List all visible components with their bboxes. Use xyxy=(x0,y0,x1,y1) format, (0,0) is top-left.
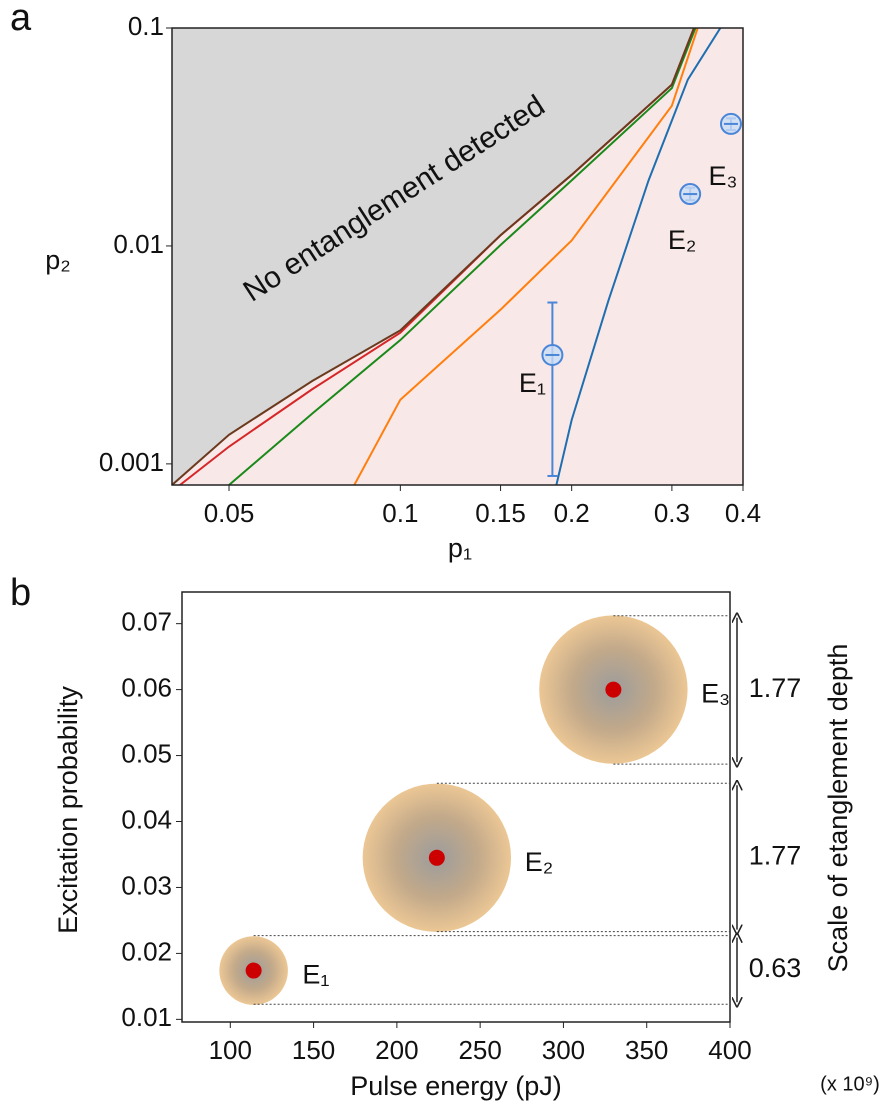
x-tick-label: 0.15 xyxy=(475,498,526,528)
point-label: E₃ xyxy=(708,161,737,191)
y2-unit: (x 10⁹) xyxy=(820,1073,879,1095)
x-tick-label: 350 xyxy=(625,1035,668,1065)
plot-frame xyxy=(171,27,744,486)
center-dot xyxy=(605,681,622,698)
x-tick-label: 200 xyxy=(375,1035,418,1065)
y-tick-label: 0.04 xyxy=(121,804,172,834)
x-axis-label: Pulse energy (pJ) xyxy=(350,1071,562,1101)
y-axis-label: Excitation probability xyxy=(53,686,83,934)
depth-label: 1.77 xyxy=(749,841,802,871)
y2-axis-label: Scale of etanglement depth xyxy=(823,644,853,973)
y-tick-label: 0.001 xyxy=(99,447,164,477)
plot-area xyxy=(172,28,722,485)
panel-label: a xyxy=(10,0,32,39)
x-tick-label: 0.1 xyxy=(382,498,418,528)
y-tick-label: 0.06 xyxy=(121,672,172,702)
curve xyxy=(228,28,697,485)
depth-label: 0.63 xyxy=(749,953,802,983)
x-tick-label: 300 xyxy=(542,1035,585,1065)
x-tick-label: 150 xyxy=(292,1035,335,1065)
y-tick-label: 0.01 xyxy=(121,1002,172,1032)
no-entanglement-region xyxy=(172,28,694,485)
panel-label: b xyxy=(10,572,31,614)
y-tick-label: 0.05 xyxy=(121,738,172,768)
x-axis-label: p₁ xyxy=(448,533,472,563)
x-tick-label: 0.05 xyxy=(204,498,255,528)
curve xyxy=(172,28,695,485)
curve xyxy=(555,28,722,485)
center-dot xyxy=(245,962,262,979)
bubble-label: E₂ xyxy=(525,847,554,877)
point-label: E₁ xyxy=(519,368,546,398)
y-tick-label: 0.01 xyxy=(113,229,164,259)
x-tick-label: 250 xyxy=(458,1035,501,1065)
depth-label: 1.77 xyxy=(749,673,802,703)
y-tick-label: 0.1 xyxy=(128,11,164,41)
x-tick-label: 0.2 xyxy=(554,498,590,528)
x-tick-label: 400 xyxy=(708,1035,751,1065)
x-tick-label: 0.4 xyxy=(725,498,761,528)
y-axis-label: p₂ xyxy=(45,245,71,275)
y-tick-label: 0.02 xyxy=(121,936,172,966)
y-tick-label: 0.07 xyxy=(121,607,172,637)
y-tick-label: 0.03 xyxy=(121,870,172,900)
plot-frame xyxy=(181,591,731,1023)
bubble-label: E₃ xyxy=(701,679,730,709)
x-tick-label: 100 xyxy=(209,1035,252,1065)
x-tick-label: 0.3 xyxy=(654,498,690,528)
point-label: E₂ xyxy=(668,225,697,255)
curve xyxy=(353,28,699,485)
center-dot xyxy=(428,849,445,866)
bubble-label: E₁ xyxy=(302,960,329,990)
